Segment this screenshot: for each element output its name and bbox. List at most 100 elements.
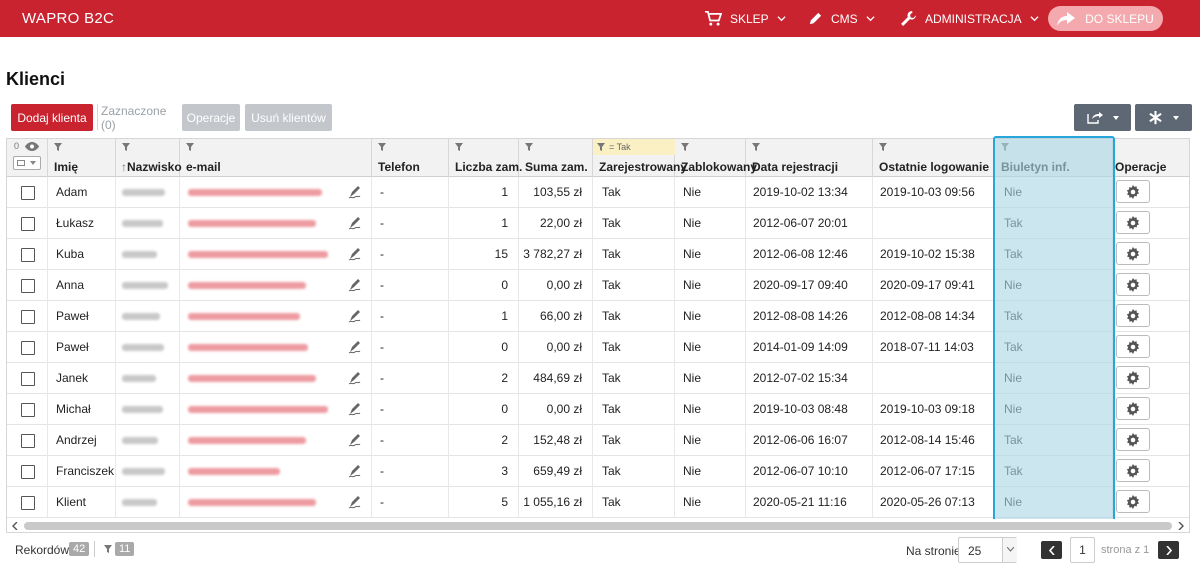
filter-icon[interactable] bbox=[1001, 143, 1009, 151]
edit-signature-icon[interactable] bbox=[348, 309, 363, 323]
cell-email-redacted bbox=[180, 208, 372, 239]
row-checkbox[interactable] bbox=[21, 341, 35, 355]
edit-signature-icon[interactable] bbox=[348, 433, 363, 447]
row-checkbox[interactable] bbox=[21, 434, 35, 448]
header-ostatnie-logowanie[interactable]: Ostatnie logowanie bbox=[873, 139, 995, 177]
add-client-button[interactable]: Dodaj klienta bbox=[11, 104, 93, 131]
header-imie[interactable]: Imię bbox=[48, 139, 116, 177]
row-settings-button[interactable] bbox=[1116, 242, 1150, 265]
row-settings-button[interactable] bbox=[1116, 366, 1150, 389]
row-checkbox[interactable] bbox=[21, 403, 35, 417]
app-brand[interactable]: WAPRO B2C bbox=[22, 10, 115, 27]
scroll-right-icon[interactable] bbox=[1178, 522, 1184, 530]
cell-ostatnie-logowanie: 2019-10-03 09:56 bbox=[873, 177, 995, 208]
active-filter-tag[interactable]: = Tak bbox=[593, 139, 675, 155]
row-settings-button[interactable] bbox=[1116, 304, 1150, 327]
row-checkbox[interactable] bbox=[21, 217, 35, 231]
row-checkbox[interactable] bbox=[21, 372, 35, 386]
prev-page-button[interactable] bbox=[1041, 541, 1062, 559]
delete-clients-button[interactable]: Usuń klientów bbox=[245, 104, 332, 131]
select-all-dropdown[interactable] bbox=[13, 156, 41, 170]
table-row[interactable]: Paweł -1 66,00 zł Tak Nie 2012-08-08 14:26 201… bbox=[7, 301, 1189, 332]
edit-signature-icon[interactable] bbox=[348, 185, 363, 199]
table-row[interactable]: Kuba -15 3 782,27 zł Tak Nie 2012-06-08 12:46… bbox=[7, 239, 1189, 270]
filter-icon[interactable] bbox=[525, 143, 533, 151]
table-row[interactable]: Łukasz -1 22,00 zł Tak Nie 2012-06-07 20:01 Ta… bbox=[7, 208, 1189, 239]
cell-suma-zam: 0,00 zł bbox=[519, 332, 593, 363]
nav-cms[interactable]: CMS bbox=[808, 0, 875, 37]
row-checkbox[interactable] bbox=[21, 465, 35, 479]
redacted-text bbox=[188, 375, 316, 383]
next-page-button[interactable] bbox=[1158, 541, 1179, 559]
row-checkbox[interactable] bbox=[21, 496, 35, 510]
edit-signature-icon[interactable] bbox=[348, 402, 363, 416]
scroll-left-icon[interactable] bbox=[12, 522, 18, 530]
table-row[interactable]: Janek -2 484,69 zł Tak Nie 2012-07-02 15:34 Ni… bbox=[7, 363, 1189, 394]
cell-zablokowany: Nie bbox=[675, 239, 746, 270]
table-row[interactable]: Klient -5 1 055,16 zł Tak Nie 2020-05-21 11:1… bbox=[7, 487, 1189, 518]
header-nazwisko[interactable]: ↑Nazwisko bbox=[116, 139, 182, 177]
header-suma-zam[interactable]: Suma zam. bbox=[519, 139, 593, 177]
row-checkbox[interactable] bbox=[21, 310, 35, 324]
header-biuletyn[interactable]: Biuletyn inf. bbox=[995, 139, 1113, 177]
filter-icon[interactable] bbox=[378, 143, 386, 151]
row-settings-button[interactable] bbox=[1116, 211, 1150, 234]
cell-operacje bbox=[1113, 487, 1189, 518]
edit-signature-icon[interactable] bbox=[348, 247, 363, 261]
edit-signature-icon[interactable] bbox=[348, 216, 363, 230]
horizontal-scrollbar[interactable] bbox=[7, 519, 1189, 532]
table-row[interactable]: Paweł -0 0,00 zł Tak Nie 2014-01-09 14:09 2018… bbox=[7, 332, 1189, 363]
table-row[interactable]: Anna -0 0,00 zł Tak Nie 2020-09-17 09:40 2020-… bbox=[7, 270, 1189, 301]
filter-icon[interactable] bbox=[122, 143, 130, 151]
redacted-text bbox=[188, 406, 328, 414]
table-row[interactable]: Franciszek -3 659,49 zł Tak Nie 2012-06-07 10… bbox=[7, 456, 1189, 487]
eye-icon[interactable] bbox=[25, 142, 39, 151]
row-settings-button[interactable] bbox=[1116, 428, 1150, 451]
row-settings-button[interactable] bbox=[1116, 180, 1150, 203]
cell-biuletyn: Tak bbox=[995, 332, 1113, 363]
operations-button[interactable]: Operacje bbox=[182, 104, 240, 131]
go-to-shop-button[interactable]: DO SKLEPU bbox=[1048, 6, 1163, 31]
nav-administracja[interactable]: ADMINISTRACJA bbox=[900, 0, 1039, 37]
edit-signature-icon[interactable] bbox=[348, 464, 363, 478]
cell-nazwisko-redacted bbox=[116, 425, 180, 456]
column-text: Nazwisko bbox=[127, 160, 182, 174]
row-checkbox[interactable] bbox=[21, 248, 35, 262]
cell-imie: Anna bbox=[48, 270, 116, 301]
table-row[interactable]: Adam -1 103,55 zł Tak Nie 2019-10-02 13:34 201… bbox=[7, 177, 1189, 208]
table-row[interactable]: Andrzej -2 152,48 zł Tak Nie 2012-06-06 16:07… bbox=[7, 425, 1189, 456]
scrollbar-thumb[interactable] bbox=[24, 522, 1172, 530]
cell-telefon: - bbox=[372, 394, 449, 425]
export-dropdown-button[interactable] bbox=[1074, 104, 1131, 131]
filter-icon[interactable] bbox=[681, 143, 689, 151]
edit-signature-icon[interactable] bbox=[348, 495, 363, 509]
row-checkbox[interactable] bbox=[21, 186, 35, 200]
header-zablokowany[interactable]: Zablokowany bbox=[675, 139, 757, 177]
settings-dropdown-button[interactable] bbox=[1135, 104, 1192, 131]
filter-icon[interactable] bbox=[879, 143, 887, 151]
per-page-select[interactable]: 25 bbox=[958, 537, 1017, 563]
header-email[interactable]: e-mail bbox=[180, 139, 372, 177]
row-settings-button[interactable] bbox=[1116, 273, 1150, 296]
page-number-input[interactable]: 1 bbox=[1070, 537, 1095, 563]
row-settings-button[interactable] bbox=[1116, 335, 1150, 358]
edit-signature-icon[interactable] bbox=[348, 278, 363, 292]
header-zarejestrowany[interactable]: = Tak Zarejestrowany bbox=[593, 139, 687, 177]
row-settings-button[interactable] bbox=[1116, 397, 1150, 420]
cell-ostatnie-logowanie: 2012-06-07 17:15 bbox=[873, 456, 995, 487]
nav-sklep[interactable]: SKLEP bbox=[704, 0, 786, 37]
cell-zarejestrowany: Tak bbox=[593, 487, 675, 518]
row-checkbox[interactable] bbox=[21, 279, 35, 293]
filter-icon[interactable] bbox=[752, 143, 760, 151]
edit-signature-icon[interactable] bbox=[348, 371, 363, 385]
header-telefon[interactable]: Telefon bbox=[372, 139, 449, 177]
row-settings-button[interactable] bbox=[1116, 490, 1150, 513]
edit-signature-icon[interactable] bbox=[348, 340, 363, 354]
row-settings-button[interactable] bbox=[1116, 459, 1150, 482]
table-row[interactable]: Michał -0 0,00 zł Tak Nie 2019-10-03 08:48 201… bbox=[7, 394, 1189, 425]
filter-icon[interactable] bbox=[54, 143, 62, 151]
filter-icon[interactable] bbox=[186, 143, 194, 151]
header-data-rejestracji[interactable]: Data rejestracji bbox=[746, 139, 873, 177]
filter-icon[interactable] bbox=[455, 143, 463, 151]
header-liczba-zam[interactable]: Liczba zam. bbox=[449, 139, 522, 177]
